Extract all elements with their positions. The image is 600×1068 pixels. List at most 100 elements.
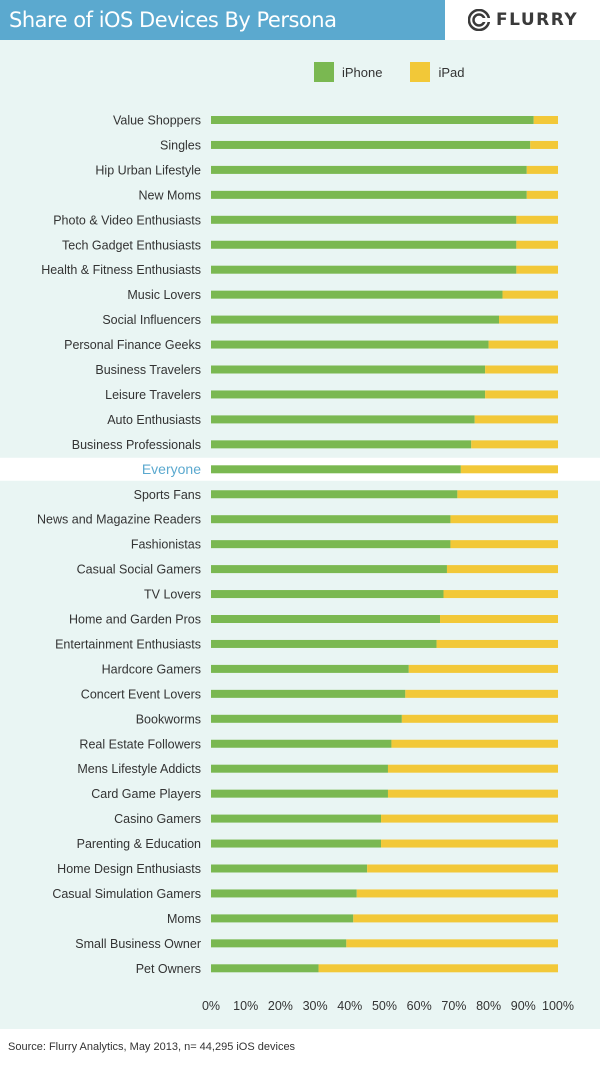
bar-ipad-home-design-enthusiasts: [367, 864, 558, 873]
bar-iphone-sports-fans: [211, 490, 458, 499]
bar-ipad-real-estate-followers: [391, 739, 558, 748]
x-tick-label: 70%: [441, 999, 466, 1013]
bar-ipad-health-and-fitness-enthusiasts: [516, 265, 558, 274]
bar-ipad-personal-finance-geeks: [488, 340, 558, 349]
bar-iphone-mens-lifestyle-addicts: [211, 764, 388, 773]
bar-iphone-casual-social-gamers: [211, 565, 447, 574]
bar-ipad-home-and-garden-pros: [440, 615, 558, 623]
bar-ipad-social-influencers: [499, 315, 558, 324]
bar-ipad-photo-and-video-enthusiasts: [516, 215, 558, 224]
bar-ipad-casual-social-gamers: [446, 565, 558, 574]
x-tick-label: 20%: [268, 999, 293, 1013]
x-tick-label: 40%: [337, 999, 362, 1013]
bar-iphone-moms: [211, 914, 354, 923]
category-label-tv-lovers: TV Lovers: [144, 588, 201, 602]
bar-iphone-bookworms: [211, 714, 402, 723]
bar-ipad-pet-owners: [318, 964, 558, 973]
bar-ipad-new-moms: [526, 190, 558, 199]
bar-ipad-value-shoppers: [533, 116, 558, 124]
category-label-entertainment-enthusiasts: Entertainment Enthusiasts: [55, 637, 201, 651]
category-label-pet-owners: Pet Owners: [136, 962, 201, 976]
bar-ipad-card-game-players: [387, 789, 558, 798]
category-label-tech-gadget-enthusiasts: Tech Gadget Enthusiasts: [62, 238, 201, 252]
bar-iphone-hip-urban-lifestyle: [211, 165, 527, 174]
bar-iphone-card-game-players: [211, 789, 388, 798]
bar-iphone-entertainment-enthusiasts: [211, 639, 437, 648]
category-label-parenting-and-education: Parenting & Education: [77, 837, 201, 851]
category-label-health-and-fitness-enthusiasts: Health & Fitness Enthusiasts: [41, 263, 201, 277]
legend-label-iphone: iPhone: [342, 64, 383, 80]
flurry-logo-icon: [468, 9, 490, 31]
bar-iphone-auto-enthusiasts: [211, 415, 475, 424]
x-tick-label: 60%: [407, 999, 432, 1013]
bar-ipad-casual-simulation-gamers: [356, 889, 558, 898]
bar-iphone-home-and-garden-pros: [211, 615, 441, 623]
category-label-news-and-magazine-readers: News and Magazine Readers: [37, 513, 201, 527]
bar-iphone-real-estate-followers: [211, 739, 392, 748]
bar-chart: Value Shoppers Singles Hip Urban Lifestyle…: [0, 114, 600, 1013]
legend-swatch-ipad: [410, 62, 431, 82]
category-label-sports-fans: Sports Fans: [134, 488, 201, 502]
bar-ipad-music-lovers: [502, 290, 558, 299]
category-label-hardcore-gamers: Hardcore Gamers: [102, 662, 201, 676]
legend-swatch-iphone: [314, 62, 334, 82]
bar-ipad-moms: [353, 914, 558, 923]
category-label-new-moms: New Moms: [138, 188, 201, 202]
bar-ipad-business-travelers: [485, 365, 558, 374]
bar-iphone-parenting-and-education: [211, 839, 382, 848]
x-tick-label: 0%: [202, 999, 220, 1013]
bar-iphone-leisure-travelers: [211, 390, 486, 399]
legend-label-ipad: iPad: [438, 64, 465, 80]
bar-iphone-casual-simulation-gamers: [211, 889, 357, 898]
bar-iphone-value-shoppers: [211, 116, 534, 124]
source-note: Source: Flurry Analytics, May 2013, n= 4…: [0, 1029, 600, 1068]
category-label-small-business-owner: Small Business Owner: [75, 937, 201, 951]
bar-ipad-sports-fans: [457, 490, 558, 499]
x-tick-label: 30%: [303, 999, 328, 1013]
bar-ipad-business-professionals: [471, 440, 558, 449]
legend: iPhone iPad: [314, 62, 493, 82]
bar-ipad-entertainment-enthusiasts: [436, 639, 558, 648]
bar-iphone-concert-event-lovers: [211, 689, 406, 698]
legend-item-iphone: iPhone: [314, 62, 382, 82]
category-label-business-professionals: Business Professionals: [72, 438, 201, 452]
bar-iphone-new-moms: [211, 190, 527, 199]
bar-ipad-singles: [530, 140, 558, 149]
header: Share of iOS Devices By Persona FLURRY: [0, 0, 600, 40]
bar-iphone-health-and-fitness-enthusiasts: [211, 265, 517, 274]
category-label-everyone: Everyone: [142, 461, 201, 477]
bar-ipad-news-and-magazine-readers: [450, 515, 558, 524]
x-tick-label: 90%: [511, 999, 536, 1013]
bar-ipad-parenting-and-education: [381, 839, 558, 848]
bar-iphone-tv-lovers: [211, 590, 444, 599]
category-label-fashionistas: Fashionistas: [131, 538, 201, 552]
bar-iphone-tech-gadget-enthusiasts: [211, 240, 517, 249]
bar-ipad-fashionistas: [450, 540, 558, 549]
category-label-casino-gamers: Casino Gamers: [114, 812, 201, 826]
category-label-home-and-garden-pros: Home and Garden Pros: [69, 613, 201, 627]
bar-iphone-singles: [211, 140, 531, 149]
bar-iphone-news-and-magazine-readers: [211, 515, 451, 524]
bar-ipad-small-business-owner: [346, 939, 558, 948]
flurry-logo: FLURRY: [468, 8, 578, 32]
bar-iphone-social-influencers: [211, 315, 500, 324]
category-label-bookworms: Bookworms: [136, 712, 201, 726]
bar-iphone-pet-owners: [211, 964, 319, 973]
flurry-logo-text: FLURRY: [496, 10, 579, 30]
category-label-card-game-players: Card Game Players: [91, 787, 201, 801]
bar-ipad-bookworms: [401, 714, 558, 723]
bar-iphone-small-business-owner: [211, 939, 347, 948]
category-label-personal-finance-geeks: Personal Finance Geeks: [64, 338, 201, 352]
bar-iphone-fashionistas: [211, 540, 451, 549]
bar-ipad-mens-lifestyle-addicts: [387, 764, 558, 773]
bar-iphone-business-professionals: [211, 440, 472, 449]
category-label-hip-urban-lifestyle: Hip Urban Lifestyle: [95, 163, 201, 177]
bar-ipad-casino-gamers: [381, 814, 558, 823]
bar-iphone-personal-finance-geeks: [211, 340, 489, 349]
bar-iphone-music-lovers: [211, 290, 503, 299]
category-label-singles: Singles: [160, 138, 201, 152]
bar-iphone-business-travelers: [211, 365, 486, 374]
bar-ipad-tech-gadget-enthusiasts: [516, 240, 558, 249]
category-label-auto-enthusiasts: Auto Enthusiasts: [107, 413, 201, 427]
category-label-mens-lifestyle-addicts: Mens Lifestyle Addicts: [77, 762, 201, 776]
